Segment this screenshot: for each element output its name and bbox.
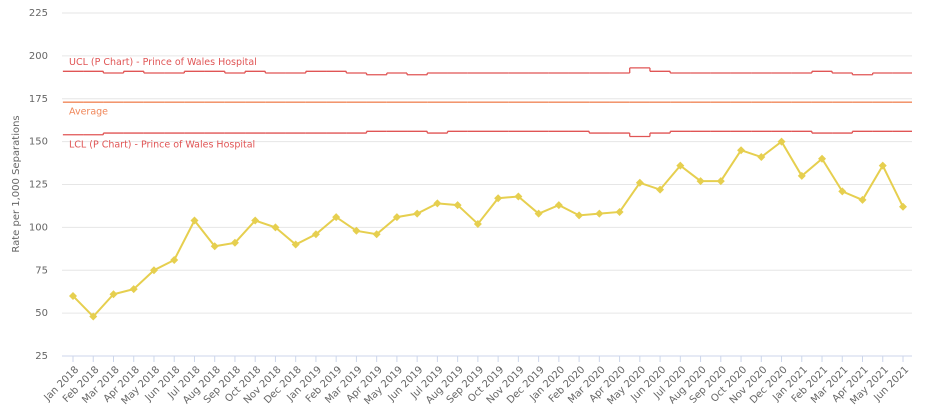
data-point bbox=[89, 312, 98, 321]
y-tick-label: 100 bbox=[29, 222, 48, 233]
data-point bbox=[494, 194, 503, 203]
y-tick-label: 25 bbox=[35, 351, 48, 362]
y-tick-label: 225 bbox=[29, 8, 48, 19]
series-label: Average bbox=[69, 107, 108, 118]
y-tick-label: 50 bbox=[35, 308, 48, 319]
data-point bbox=[696, 177, 705, 186]
data-point bbox=[271, 223, 280, 232]
data-point bbox=[676, 161, 685, 170]
data-point bbox=[757, 153, 766, 162]
data-point bbox=[737, 146, 746, 155]
data-point bbox=[514, 192, 523, 201]
series-label: LCL (P Chart) - Prince of Wales Hospital bbox=[69, 139, 255, 150]
data-point bbox=[797, 171, 806, 180]
y-tick-label: 125 bbox=[29, 180, 48, 191]
data-point bbox=[473, 219, 482, 228]
data-point bbox=[453, 201, 462, 210]
data-line bbox=[72, 140, 904, 319]
data-point bbox=[372, 230, 381, 239]
data-point bbox=[858, 195, 867, 204]
data-point bbox=[190, 216, 199, 225]
data-point bbox=[777, 137, 786, 146]
data-point bbox=[716, 177, 725, 186]
y-tick-label: 75 bbox=[35, 265, 48, 276]
y-tick-label: 175 bbox=[29, 94, 48, 105]
data-point bbox=[149, 266, 158, 275]
data-point bbox=[656, 185, 665, 194]
data-point bbox=[413, 209, 422, 218]
data-point bbox=[291, 240, 300, 249]
data-point bbox=[251, 216, 260, 225]
data-point bbox=[899, 202, 907, 211]
series-label: UCL (P Chart) - Prince of Wales Hospital bbox=[69, 57, 257, 68]
data-point bbox=[332, 213, 341, 222]
data-point bbox=[129, 285, 138, 294]
data-point bbox=[311, 230, 320, 239]
data-point bbox=[635, 178, 644, 187]
data-point bbox=[352, 226, 361, 235]
data-point bbox=[392, 213, 401, 222]
data-point bbox=[210, 242, 219, 251]
data-point bbox=[615, 207, 624, 216]
data-point bbox=[69, 291, 77, 300]
data-point bbox=[554, 201, 563, 210]
data-point bbox=[575, 211, 584, 220]
data-point bbox=[230, 238, 239, 247]
data-point bbox=[170, 255, 179, 264]
y-tick-label: 200 bbox=[29, 51, 48, 62]
data-point bbox=[818, 154, 827, 163]
data-point bbox=[878, 161, 887, 170]
y-tick-label: 150 bbox=[29, 137, 48, 148]
data-point bbox=[595, 209, 604, 218]
data-point bbox=[109, 290, 118, 299]
y-axis-label: Rate per 1,000 Separations bbox=[11, 115, 22, 252]
data-point bbox=[534, 209, 543, 218]
data-point bbox=[433, 199, 442, 208]
data-point bbox=[838, 187, 847, 196]
